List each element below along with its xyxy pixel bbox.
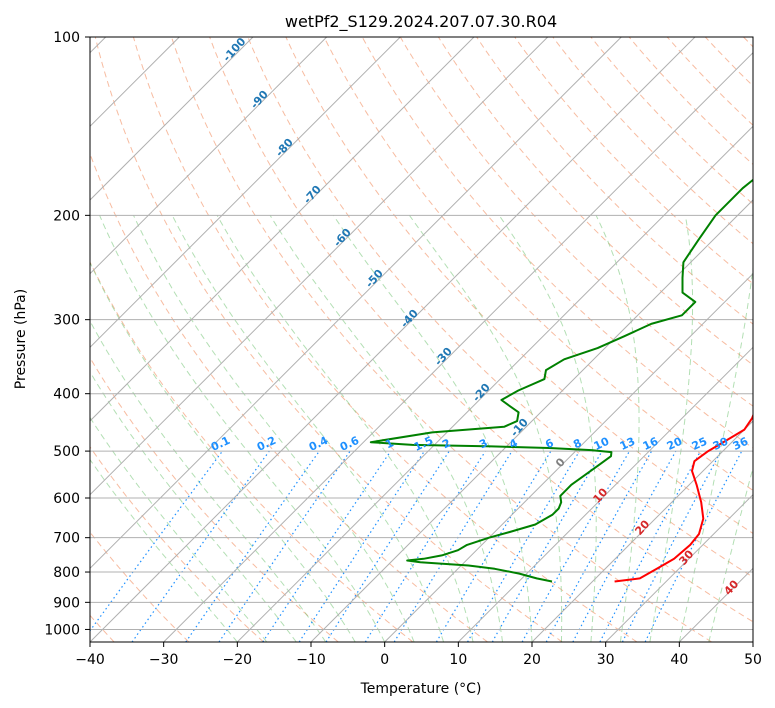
mixing-ratio-line <box>364 450 486 642</box>
moist-adiabat <box>90 458 238 642</box>
isotherm-line <box>90 37 254 201</box>
dry-adiabat <box>90 446 264 642</box>
mixing-ratio-line <box>262 450 392 642</box>
moist-adiabat <box>90 320 327 642</box>
dewpoint-profile-line <box>369 178 753 583</box>
x-tick-label: 0 <box>380 652 389 668</box>
y-tick-label: 100 <box>53 30 80 46</box>
isotherm-line <box>90 37 328 275</box>
moist-adiabat <box>171 215 445 642</box>
y-tick-label: 200 <box>53 208 80 224</box>
isotherm-line <box>384 272 753 642</box>
moist-adiabat <box>269 215 503 642</box>
isotherm-line <box>310 199 753 642</box>
moist-adiabat <box>133 215 415 642</box>
mixing-ratio-label: 25 <box>690 435 709 453</box>
y-tick-label: 900 <box>53 595 80 611</box>
isotherm-line <box>90 37 401 349</box>
x-tick-label: 20 <box>523 652 541 668</box>
moist-adiabat <box>332 215 533 642</box>
y-tick-label: 800 <box>53 565 80 581</box>
dry-adiabat <box>247 37 753 578</box>
moist-adiabat <box>498 215 597 642</box>
mixing-ratio-label: 13 <box>618 435 637 453</box>
dry-adiabat <box>132 37 638 642</box>
moist-adiabat <box>678 264 753 642</box>
isotherm-line <box>531 420 753 642</box>
axes: −40 −30 −20 −10 0 10 20 30 40 50 100 200 300 400 500 60… <box>44 30 762 668</box>
moist-adiabat <box>90 261 356 642</box>
mixing-ratio-label: 30 <box>711 435 731 453</box>
isotherm-line <box>236 125 753 642</box>
isotherm-line <box>90 37 475 422</box>
x-tick-label: 30 <box>597 652 615 668</box>
mixing-ratio-line <box>466 450 580 642</box>
mixing-ratio-line <box>435 450 552 642</box>
isotherm-line <box>90 37 549 496</box>
x-tick-label: −20 <box>223 652 253 668</box>
isotherm-line <box>90 37 696 642</box>
y-tick-label: 500 <box>53 444 80 460</box>
dry-adiabat <box>209 37 753 623</box>
dry-adiabat <box>90 260 414 642</box>
mixing-ratio-line <box>218 450 351 642</box>
mixing-ratio-label: 20 <box>665 435 685 453</box>
y-tick-label: 400 <box>53 387 80 403</box>
dry-adiabat <box>514 37 753 285</box>
mixing-ratio-label: 16 <box>641 435 661 453</box>
mixing-ratio-label: 36 <box>731 435 751 453</box>
mixing-ratio-line <box>298 450 425 642</box>
dry-adiabat <box>476 37 753 325</box>
y-tick-label: 700 <box>53 531 80 547</box>
temperature-profile-line <box>614 413 753 583</box>
dry-adiabat <box>323 37 753 491</box>
dry-adiabat <box>94 37 563 642</box>
moist-adiabat <box>408 215 563 642</box>
x-tick-label: 40 <box>670 652 688 668</box>
moist-adiabat <box>649 215 694 642</box>
plot-frame <box>89 36 754 643</box>
x-tick-label: 50 <box>744 652 762 668</box>
moist-adiabat <box>216 215 474 642</box>
isotherm-line <box>163 51 753 642</box>
moist-adiabat <box>595 215 640 642</box>
moist-adiabat <box>90 370 297 642</box>
y-tick-label: 600 <box>53 491 80 507</box>
moist-adiabat <box>90 416 268 642</box>
isotherm-line <box>457 346 753 642</box>
x-tick-label: 10 <box>449 652 467 668</box>
mixing-ratio-label: 10 <box>592 435 612 453</box>
dry-adiabat <box>171 37 712 642</box>
chart-title: wetPf2_S129.2024.207.07.30.R04 <box>285 12 557 32</box>
plot-area: -100-90-80-70-60-50-40-30-20-10010203040… <box>90 37 753 642</box>
y-tick-label: 1000 <box>44 622 80 638</box>
mixing-ratio-line <box>599 450 702 642</box>
y-axis-title: Pressure (hPa) <box>13 289 29 389</box>
mixing-ratio-line <box>325 450 450 642</box>
y-tick-label: 300 <box>53 313 80 329</box>
isotherm-line <box>90 37 622 570</box>
x-tick-label: −40 <box>75 652 105 668</box>
x-tick-label: −30 <box>149 652 179 668</box>
moist-adiabat <box>99 215 386 642</box>
dry-adiabat <box>285 37 753 535</box>
mixing-ratio-line <box>572 450 677 642</box>
x-tick-label: −10 <box>296 652 326 668</box>
mixing-ratio-line <box>185 450 320 642</box>
x-axis-title: Temperature (°C) <box>360 681 482 697</box>
isotherm-line <box>605 493 753 642</box>
